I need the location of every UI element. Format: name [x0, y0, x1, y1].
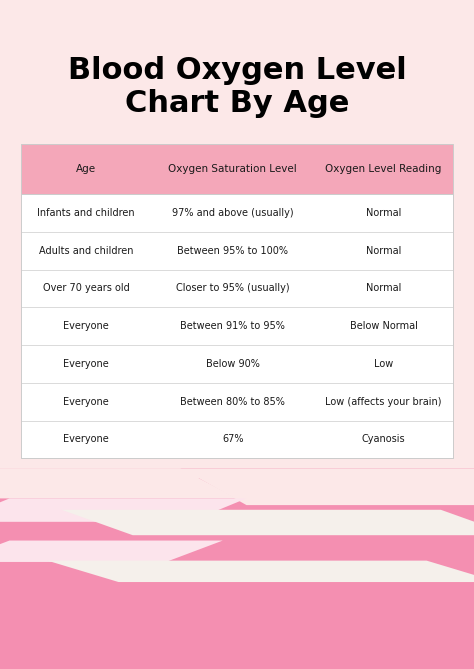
Text: Between 91% to 95%: Between 91% to 95% — [180, 321, 285, 331]
Text: Oxygen Saturation Level: Oxygen Saturation Level — [168, 164, 297, 174]
Text: Everyone: Everyone — [63, 434, 109, 444]
FancyBboxPatch shape — [21, 144, 453, 458]
Text: Adults and children: Adults and children — [39, 246, 133, 256]
Text: 97% and above (usually): 97% and above (usually) — [172, 208, 293, 218]
Text: Everyone: Everyone — [63, 397, 109, 407]
Polygon shape — [0, 541, 223, 562]
Text: Between 95% to 100%: Between 95% to 100% — [177, 246, 288, 256]
Text: Low (affects your brain): Low (affects your brain) — [326, 397, 442, 407]
FancyBboxPatch shape — [21, 144, 453, 194]
Text: Age: Age — [76, 164, 96, 174]
Polygon shape — [62, 510, 474, 535]
Text: Below 90%: Below 90% — [206, 359, 260, 369]
Text: Over 70 years old: Over 70 years old — [43, 284, 129, 294]
Text: Normal: Normal — [366, 284, 401, 294]
Text: Cyanosis: Cyanosis — [362, 434, 405, 444]
Text: 67%: 67% — [222, 434, 244, 444]
Text: Blood Oxygen Level: Blood Oxygen Level — [68, 56, 406, 85]
Text: Chart By Age: Chart By Age — [125, 89, 349, 118]
Text: Normal: Normal — [366, 246, 401, 256]
Polygon shape — [0, 468, 474, 505]
Polygon shape — [47, 561, 474, 582]
Text: Everyone: Everyone — [63, 321, 109, 331]
Text: Everyone: Everyone — [63, 359, 109, 369]
Text: Between 80% to 85%: Between 80% to 85% — [180, 397, 285, 407]
FancyBboxPatch shape — [0, 468, 474, 669]
Text: Normal: Normal — [366, 208, 401, 218]
Text: Oxygen Level Reading: Oxygen Level Reading — [326, 164, 442, 174]
Text: Below Normal: Below Normal — [350, 321, 418, 331]
Polygon shape — [0, 468, 237, 498]
Text: Low: Low — [374, 359, 393, 369]
Text: Infants and children: Infants and children — [37, 208, 135, 218]
Polygon shape — [0, 498, 246, 522]
Text: Closer to 95% (usually): Closer to 95% (usually) — [176, 284, 290, 294]
